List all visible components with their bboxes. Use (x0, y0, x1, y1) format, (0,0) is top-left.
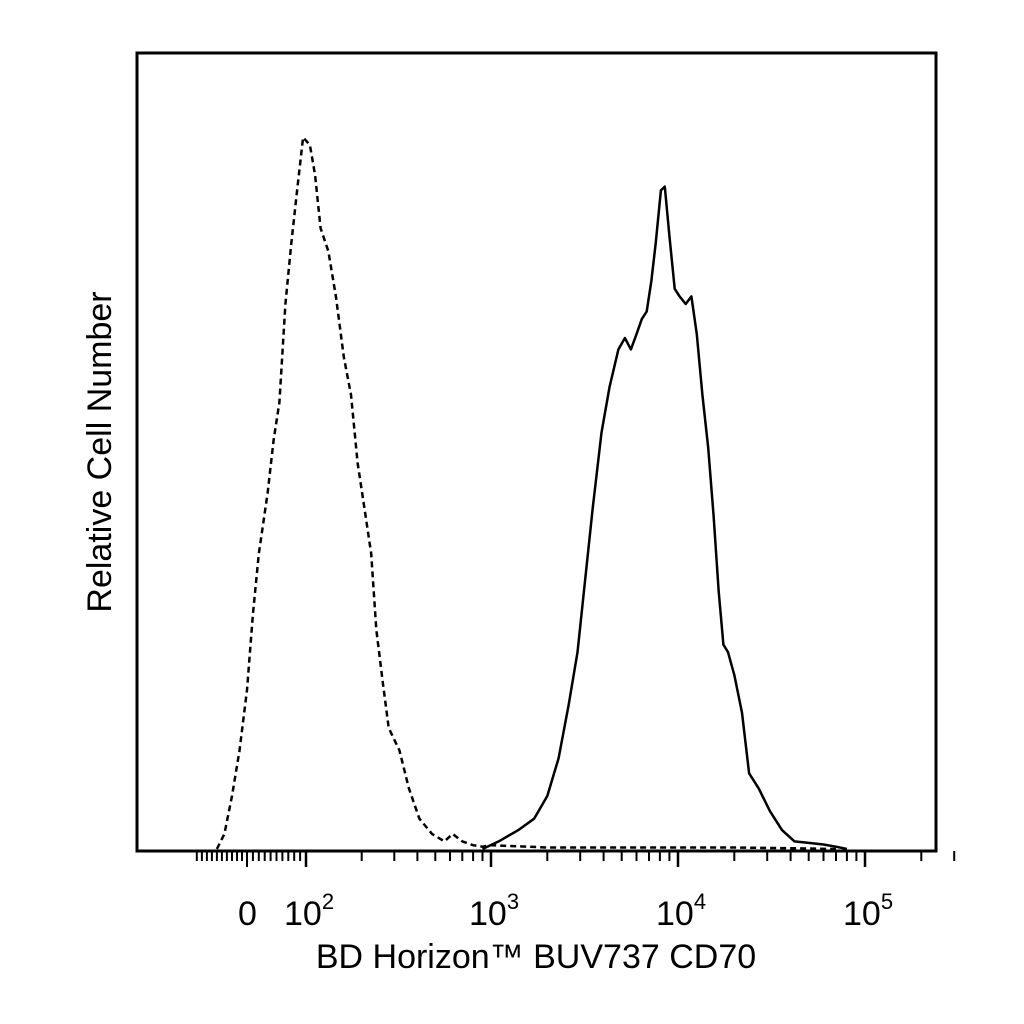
x-axis-tick-labels: 0 102 103 104 105 (238, 889, 893, 933)
x-tick-label: 104 (656, 889, 706, 933)
series-line-dashed (215, 136, 837, 851)
x-axis-title: BD Horizon™ BUV737 CD70 (316, 938, 756, 976)
x-tick-label: 102 (284, 889, 334, 933)
y-axis-title: Relative Cell Number (81, 291, 119, 612)
x-tick-label: 103 (469, 889, 519, 933)
x-tick-label: 0 (238, 895, 257, 933)
series-layer (215, 136, 848, 851)
plot-frame (135, 51, 938, 853)
series-line-solid (481, 185, 848, 851)
x-axis-ticks (137, 849, 956, 867)
x-tick-label: 105 (843, 889, 893, 933)
